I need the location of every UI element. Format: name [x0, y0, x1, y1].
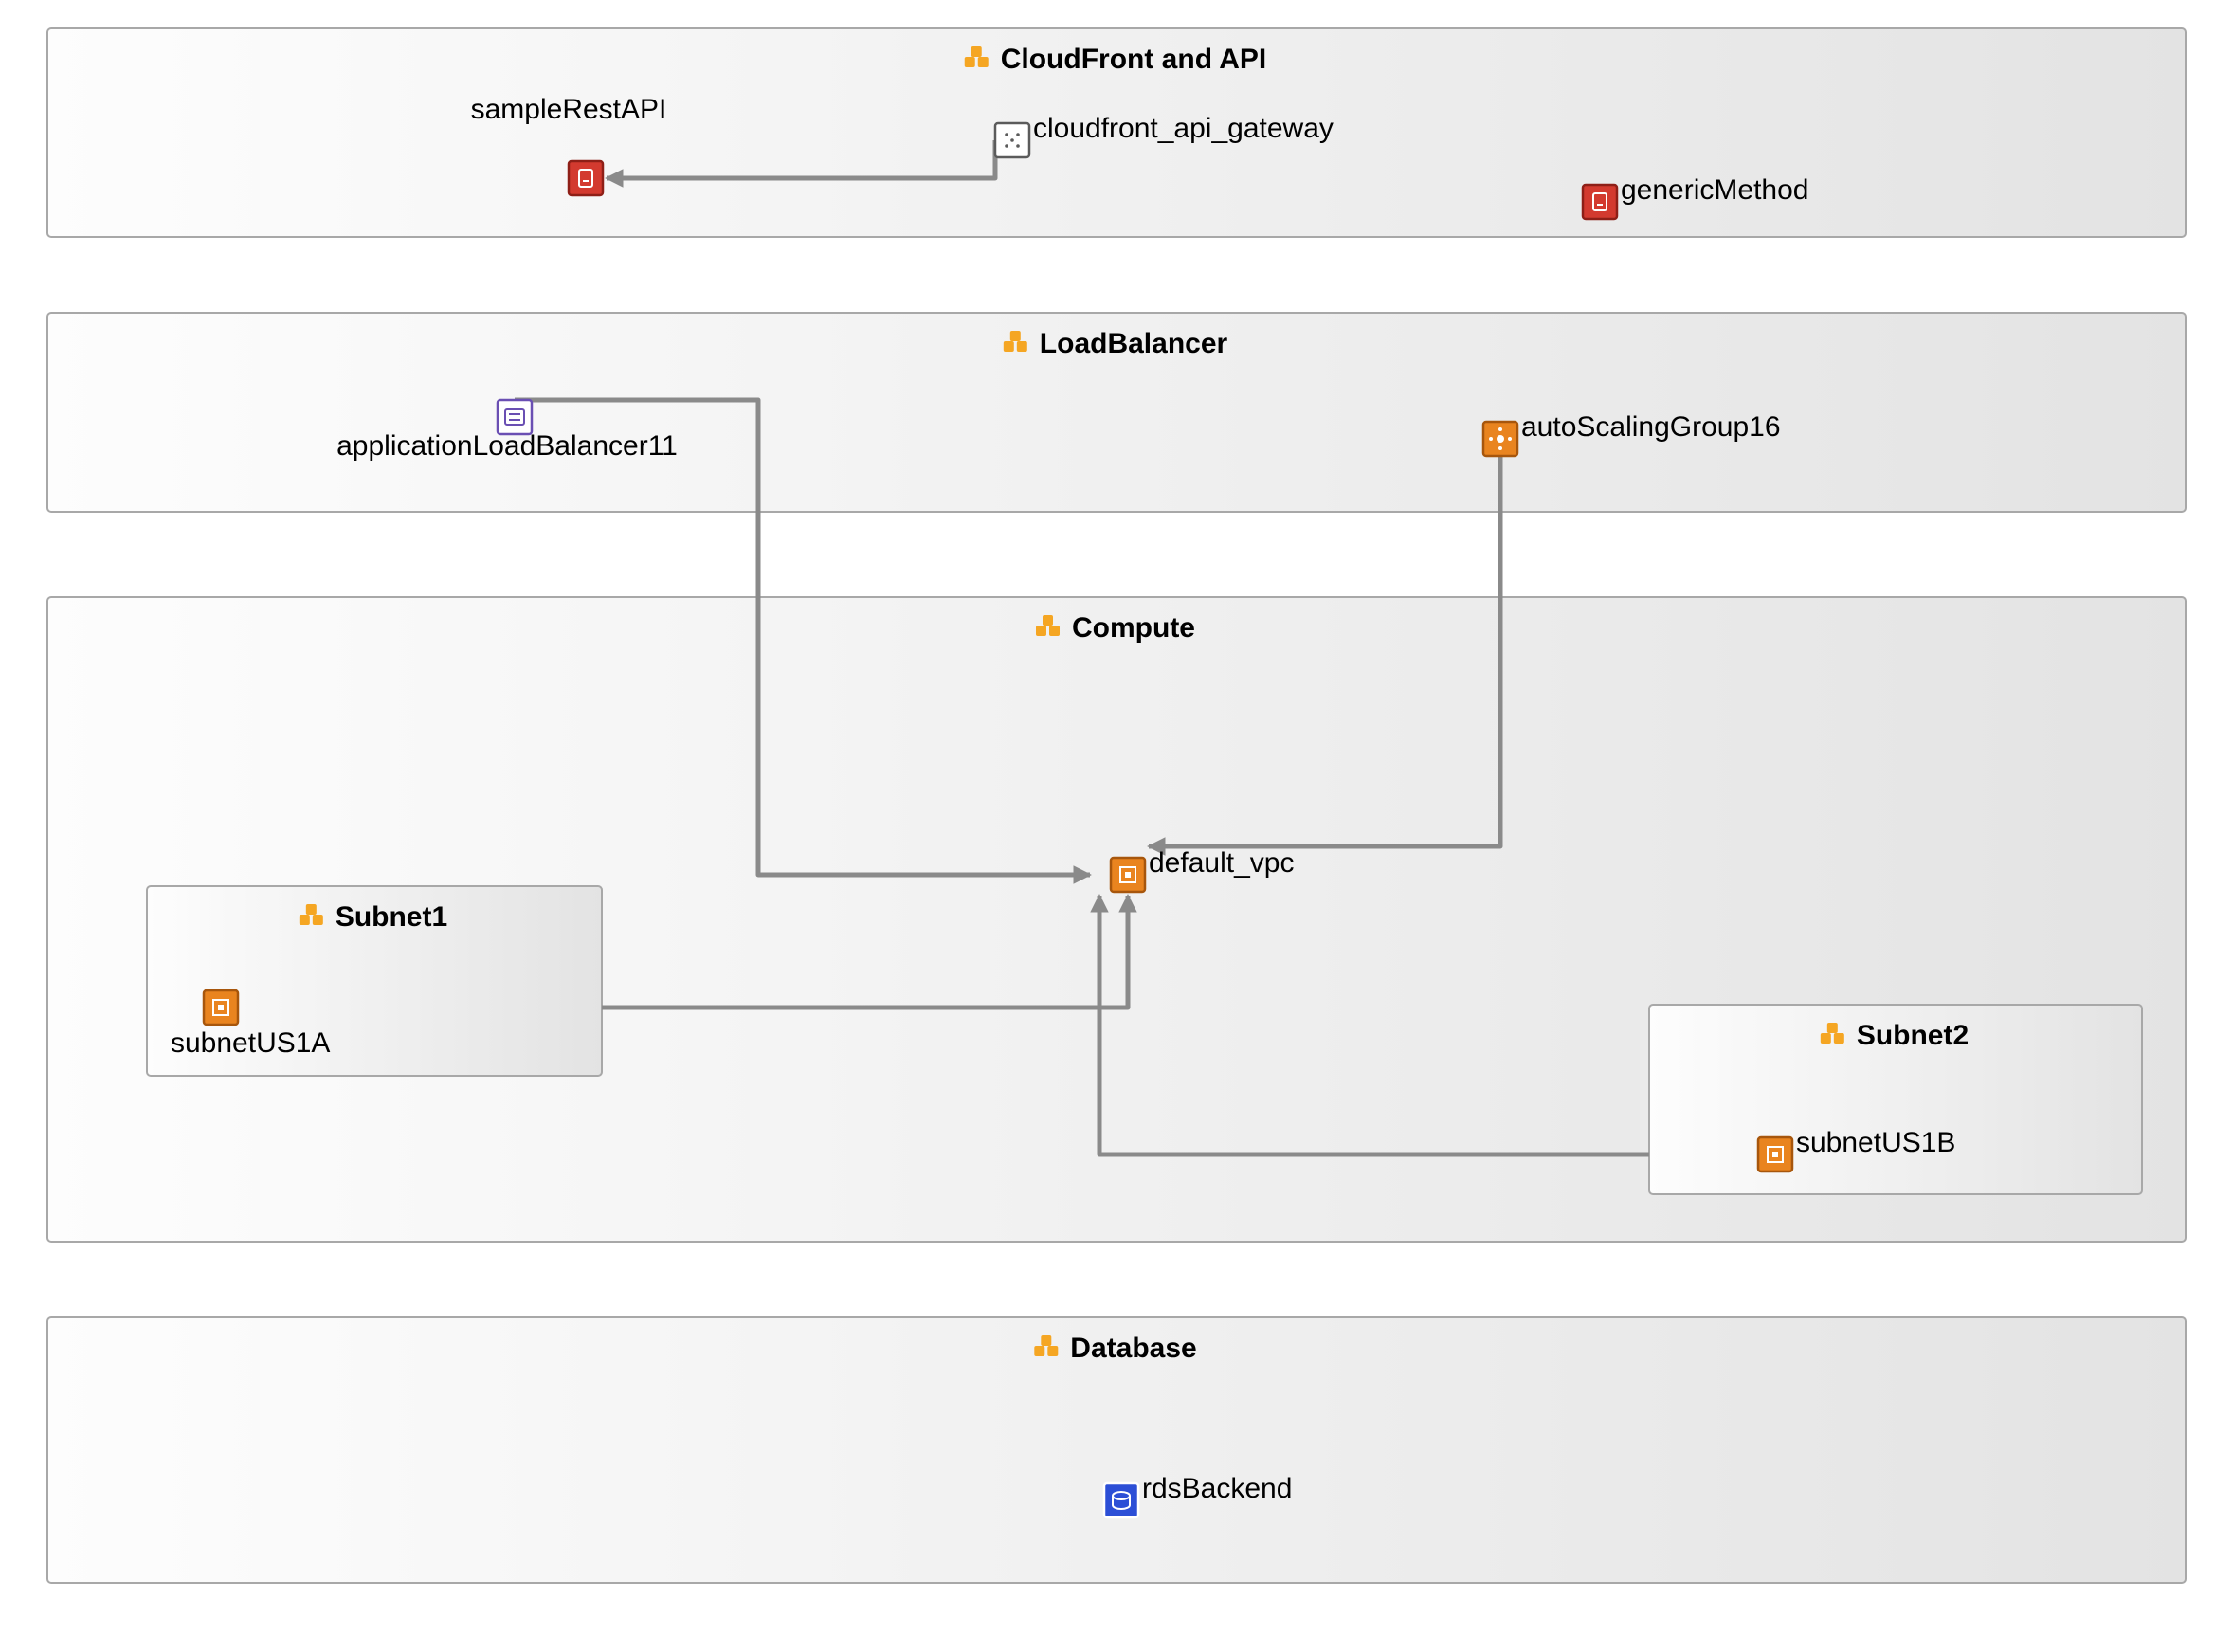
- node-icon-cfGateway: [995, 123, 1029, 157]
- node-icon-sampleRestAPI: [569, 161, 603, 195]
- group-title-g-subnet1: Subnet1: [336, 901, 447, 933]
- group-title-g-db: Database: [1070, 1333, 1196, 1364]
- group-title-g-lb: LoadBalancer: [1040, 328, 1228, 359]
- node-label-sampleRestAPI: sampleRestAPI: [471, 94, 667, 125]
- node-label-asg: autoScalingGroup16: [1521, 411, 1781, 443]
- node-icon-subnetA: [204, 990, 238, 1025]
- node-icon-genericMethod: [1583, 185, 1617, 219]
- node-icon-subnetB: [1758, 1137, 1792, 1171]
- node-label-vpc: default_vpc: [1149, 847, 1294, 879]
- group-title-g-cloudfront: CloudFront and API: [1001, 44, 1267, 75]
- node-label-subnetA: subnetUS1A: [171, 1027, 330, 1059]
- node-icon-alb: [498, 400, 532, 434]
- node-label-genericMethod: genericMethod: [1621, 174, 1808, 206]
- group-title-g-compute: Compute: [1072, 612, 1195, 644]
- node-label-cfGateway: cloudfront_api_gateway: [1033, 113, 1334, 144]
- node-icon-vpc: [1111, 858, 1145, 892]
- node-label-subnetB: subnetUS1B: [1796, 1127, 1955, 1158]
- node-label-rds: rdsBackend: [1142, 1473, 1292, 1504]
- node-icon-asg: [1483, 422, 1517, 456]
- group-title-g-subnet2: Subnet2: [1857, 1020, 1969, 1051]
- node-icon-rds: [1104, 1483, 1138, 1517]
- node-label-alb: applicationLoadBalancer11: [336, 430, 678, 462]
